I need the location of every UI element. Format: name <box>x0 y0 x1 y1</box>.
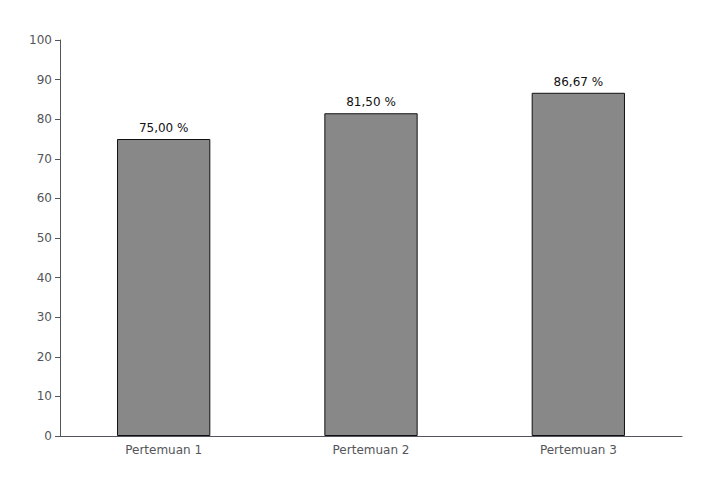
svg-text:86,67 %: 86,67 % <box>554 75 604 89</box>
svg-text:20: 20 <box>37 350 52 364</box>
svg-text:81,50 %: 81,50 % <box>346 95 396 109</box>
svg-text:75,00 %: 75,00 % <box>139 121 189 135</box>
svg-text:40: 40 <box>37 271 52 285</box>
svg-text:100: 100 <box>29 33 52 47</box>
svg-text:0: 0 <box>44 429 52 443</box>
svg-text:80: 80 <box>37 112 52 126</box>
svg-text:Pertemuan 1: Pertemuan 1 <box>125 443 202 457</box>
svg-text:70: 70 <box>37 152 52 166</box>
svg-text:Pertemuan 3: Pertemuan 3 <box>540 443 617 457</box>
svg-text:60: 60 <box>37 191 52 205</box>
svg-text:50: 50 <box>37 231 52 245</box>
svg-text:Pertemuan 2: Pertemuan 2 <box>333 443 410 457</box>
svg-text:90: 90 <box>37 73 52 87</box>
svg-text:30: 30 <box>37 310 52 324</box>
svg-text:10: 10 <box>37 389 52 403</box>
